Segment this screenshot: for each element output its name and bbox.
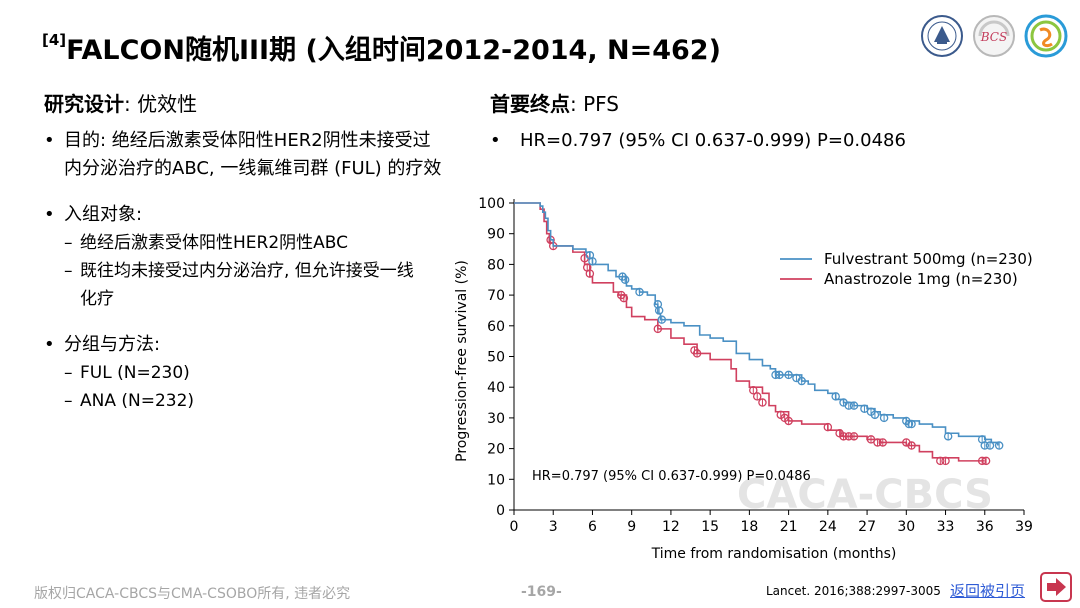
logo-group: BCS — [920, 14, 1068, 58]
x-tick-label: 15 — [701, 519, 719, 535]
primary-endpoint-heading: 首要终点: PFS — [490, 92, 620, 116]
x-tick-label: 30 — [897, 519, 915, 535]
y-tick-label: 100 — [478, 196, 505, 212]
y-tick-label: 20 — [487, 442, 505, 458]
group-item: FUL (N=230) — [44, 359, 444, 387]
x-tick-label: 21 — [780, 519, 798, 535]
x-tick-label: 27 — [858, 519, 876, 535]
groups-bullet: 分组与方法: — [44, 331, 444, 359]
y-tick-label: 0 — [496, 503, 505, 519]
x-tick-label: 33 — [937, 519, 955, 535]
hr-annotation: HR=0.797 (95% CI 0.637-0.999) P=0.0486 — [532, 469, 811, 484]
x-tick-label: 9 — [627, 519, 636, 535]
slide-title-text: FALCON随机III期 (入组时间2012-2014, N=462) — [66, 35, 721, 66]
population-item: 绝经后激素受体阳性HER2阴性ABC — [44, 229, 444, 257]
citation: Lancet. 2016;388:2997-3005 — [766, 584, 941, 598]
x-tick-label: 36 — [976, 519, 994, 535]
copyright-notice: 版权归CACA-CBCS与CMA-CSOBO所有, 违者必究 — [34, 586, 351, 602]
back-to-referring-page-link[interactable]: 返回被引页 — [950, 582, 1026, 600]
back-arrow-icon[interactable] — [1040, 572, 1072, 602]
y-tick-label: 40 — [487, 380, 505, 396]
x-tick-label: 6 — [588, 519, 597, 535]
group-item: ANA (N=232) — [44, 387, 444, 415]
y-tick-label: 50 — [487, 350, 505, 366]
x-tick-label: 0 — [510, 519, 519, 535]
y-tick-label: 60 — [487, 319, 505, 335]
fulvestrant-censor-mark — [635, 287, 644, 297]
y-tick-label: 90 — [487, 227, 505, 243]
y-axis-label: Progression-free survival (%) — [454, 260, 470, 462]
svg-text:BCS: BCS — [980, 30, 1007, 44]
x-tick-label: 18 — [740, 519, 758, 535]
hr-bullet: HR=0.797 (95% CI 0.637-0.999) P=0.0486 — [490, 127, 1050, 155]
study-design-heading: 研究设计: 优效性 — [44, 92, 198, 116]
x-tick-label: 3 — [549, 519, 558, 535]
bcs-logo-icon: BCS — [973, 15, 1015, 57]
slide-title-ref: [4] — [42, 31, 67, 49]
population-bullet: 入组对象: — [44, 201, 444, 229]
x-tick-label: 24 — [819, 519, 837, 535]
csobo-logo-icon — [1024, 14, 1068, 58]
primary-endpoint-section: 首要终点: PFS HR=0.797 (95% CI 0.637-0.999) … — [490, 88, 1050, 155]
y-tick-label: 10 — [487, 472, 505, 488]
x-axis-label: Time from randomisation (months) — [651, 546, 897, 562]
slide-title: [4]FALCON随机III期 (入组时间2012-2014, N=462) — [42, 28, 721, 67]
chinese-society-emblem-icon — [921, 15, 963, 57]
study-design-section: 研究设计: 优效性 目的: 绝经后激素受体阳性HER2阴性未接受过内分泌治疗的A… — [44, 88, 444, 415]
purpose-bullet: 目的: 绝经后激素受体阳性HER2阴性未接受过内分泌治疗的ABC, 一线氟维司群… — [44, 127, 444, 183]
y-tick-label: 80 — [487, 257, 505, 273]
fulvestrant-censor-mark — [620, 275, 630, 285]
page-number: -169- — [521, 584, 562, 600]
legend-fulvestrant-label: Fulvestrant 500mg (n=230) — [824, 250, 1033, 268]
y-tick-label: 30 — [487, 411, 505, 427]
x-tick-label: 12 — [662, 519, 680, 535]
legend-anastrozole-label: Anastrozole 1mg (n=230) — [824, 270, 1018, 288]
population-item: 既往均未接受过内分泌治疗, 但允许接受一线化疗 — [44, 257, 430, 313]
fulvestrant-survival-curve — [514, 202, 999, 446]
x-tick-label: 39 — [1015, 519, 1033, 535]
y-tick-label: 70 — [487, 288, 505, 304]
